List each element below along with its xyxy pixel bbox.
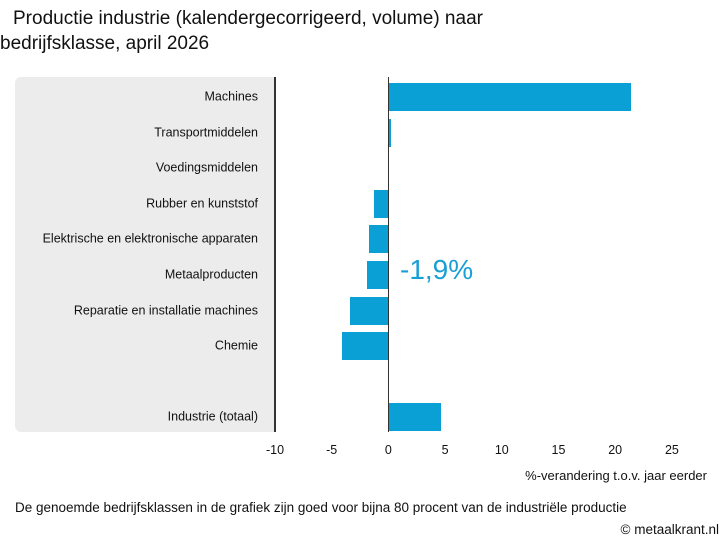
x-tick-label: 20 (608, 443, 623, 457)
zero-line (387, 77, 390, 432)
annotation: -1,9% (400, 254, 474, 285)
x-axis-label: %-verandering t.o.v. jaar eerder (525, 468, 707, 483)
category-label: Metaalproducten (164, 267, 258, 282)
bar (388, 83, 632, 111)
category-label: Reparatie en installatie machines (73, 303, 258, 318)
category-label: Voedingsmiddelen (155, 160, 258, 175)
category-label: Rubber en kunststof (146, 196, 258, 211)
category-label: Machines (204, 89, 259, 104)
x-tick-label: 25 (664, 443, 679, 457)
category-label: Transportmiddelen (154, 125, 258, 140)
x-tick-label: 0 (384, 443, 392, 457)
axis-line (274, 77, 276, 432)
footnote: De genoemde bedrijfsklassen in de grafie… (15, 500, 627, 515)
label-panel (15, 77, 275, 432)
x-tick-label: -5 (326, 443, 338, 457)
bar (388, 403, 441, 431)
bar (366, 261, 389, 289)
chart-title: Productie industrie (kalendergecorrigeer… (0, 8, 483, 54)
x-tick-label: 10 (494, 443, 509, 457)
source: © metaalkrant.nl (620, 522, 720, 537)
x-tick-label: -10 (265, 443, 285, 457)
bar (388, 118, 391, 147)
x-tick-label: 5 (441, 443, 449, 457)
bar (369, 225, 389, 254)
bar (349, 296, 389, 325)
category-label: Elektrische en elektronische apparaten (42, 231, 258, 246)
x-tick-label: 15 (551, 443, 566, 457)
category-label: Industrie (totaal) (167, 409, 258, 424)
bar (373, 189, 389, 218)
bar (341, 332, 389, 361)
category-label: Chemie (214, 338, 258, 353)
